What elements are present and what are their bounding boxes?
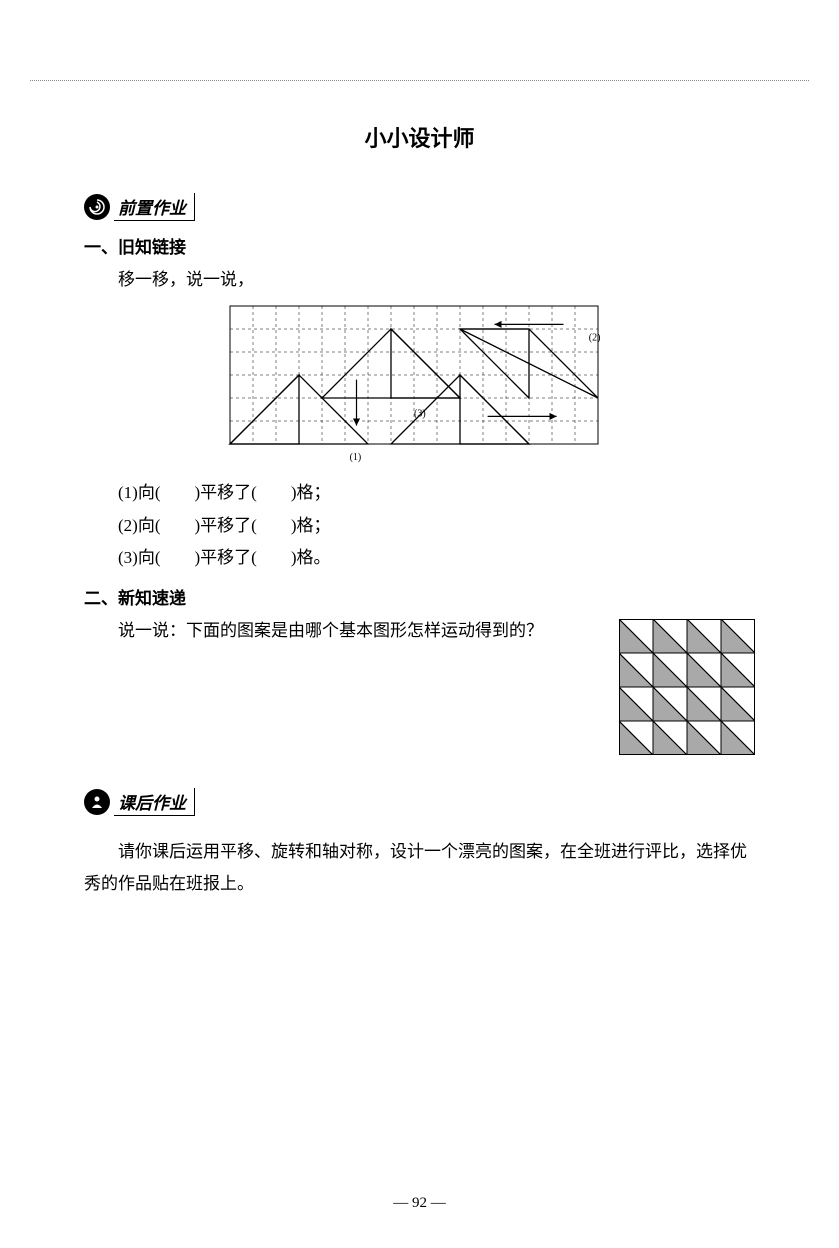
- svg-text:(1): (1): [349, 452, 361, 463]
- pre-work-label: 前置作业: [114, 193, 195, 221]
- q1-b: )平移了(: [194, 483, 256, 502]
- q3-c: )格。: [291, 548, 331, 567]
- q2-a: (2)向(: [118, 516, 160, 535]
- post-work-badge: 课后作业: [84, 788, 755, 816]
- page-number: — 92 —: [0, 1195, 839, 1212]
- section2-row: 说一说：下面的图案是由哪个基本图形怎样运动得到的？: [84, 615, 755, 760]
- section1-heading: 一、旧知链接: [84, 233, 755, 258]
- translation-grid-svg: (1) (2) (3): [214, 304, 626, 464]
- pattern-figure: [619, 619, 755, 760]
- post-work-label: 课后作业: [114, 788, 195, 816]
- triangle-pattern-svg: [619, 619, 755, 755]
- svg-text:(2): (2): [588, 333, 600, 344]
- q2-c: )格；: [291, 516, 331, 535]
- person-icon: [84, 789, 110, 815]
- fill-line-3: (3)向( )平移了( )格。: [118, 542, 755, 574]
- swirl-icon: [84, 194, 110, 220]
- pre-work-badge: 前置作业: [84, 193, 755, 221]
- post-work-text: 请你课后运用平移、旋转和轴对称，设计一个漂亮的图案，在全班进行评比，选择优秀的作…: [84, 836, 755, 901]
- q3-a: (3)向(: [118, 548, 160, 567]
- q1-c: )格；: [291, 483, 331, 502]
- fill-line-1: (1)向( )平移了( )格；: [118, 477, 755, 509]
- page-content: 小小设计师 前置作业 一、旧知链接 移一移，说一说， (1) (2) (3) (1)…: [0, 81, 839, 901]
- fill-line-2: (2)向( )平移了( )格；: [118, 510, 755, 542]
- q1-a: (1)向(: [118, 483, 160, 502]
- q3-b: )平移了(: [194, 548, 256, 567]
- svg-text:(3): (3): [414, 409, 426, 420]
- grid-figure: (1) (2) (3): [84, 304, 755, 469]
- section1-intro: 移一移，说一说，: [84, 264, 755, 296]
- page-title: 小小设计师: [84, 121, 755, 153]
- section2-heading: 二、新知速递: [84, 584, 755, 609]
- q2-b: )平移了(: [194, 516, 256, 535]
